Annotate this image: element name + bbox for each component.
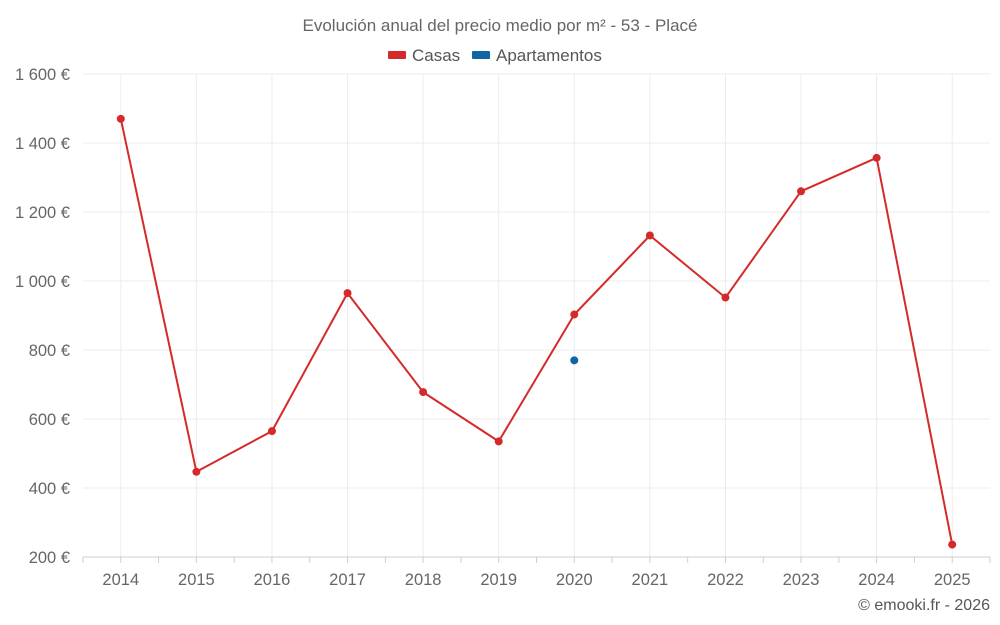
data-point-casas-2023 — [797, 187, 806, 196]
x-tick-label: 2018 — [405, 571, 442, 589]
data-point-casas-2018 — [419, 388, 428, 397]
y-tick-label: 1 400 € — [15, 135, 70, 153]
series — [116, 114, 957, 549]
x-tick-label: 2021 — [632, 571, 669, 589]
x-tick-label: 2017 — [329, 571, 366, 589]
data-point-casas-2020 — [570, 310, 579, 319]
legend-swatch-casas — [388, 51, 406, 59]
data-point-casas-2025 — [948, 540, 957, 549]
x-tick-label: 2020 — [556, 571, 593, 589]
credit-text: © emooki.fr - 2026 — [858, 597, 990, 614]
x-tick-label: 2016 — [254, 571, 291, 589]
y-tick-label: 400 € — [29, 480, 70, 498]
data-point-casas-2014 — [116, 114, 125, 123]
y-tick-label: 600 € — [29, 411, 70, 429]
data-point-casas-2017 — [343, 289, 352, 298]
y-tick-label: 1 200 € — [15, 204, 70, 222]
legend-swatch-apartamentos — [472, 51, 490, 59]
y-tick-label: 1 000 € — [15, 273, 70, 291]
x-tick-label: 2019 — [480, 571, 517, 589]
data-point-casas-2024 — [872, 153, 881, 162]
data-point-apartamentos-2020 — [570, 356, 579, 365]
x-tick-label: 2014 — [102, 571, 139, 589]
x-tick-label: 2022 — [707, 571, 744, 589]
data-point-casas-2019 — [494, 437, 503, 446]
legend-label-casas: Casas — [412, 46, 460, 65]
y-tick-label: 200 € — [29, 549, 70, 567]
y-tick-label: 1 600 € — [15, 66, 70, 84]
data-point-casas-2015 — [192, 467, 201, 476]
legend: Casas Apartamentos — [388, 46, 602, 65]
x-tick-label: 2023 — [783, 571, 820, 589]
axes: 200 € 400 € 600 € 800 € 1 000 € 1 200 € 1 400 … — [15, 66, 991, 589]
x-tick-label: 2015 — [178, 571, 215, 589]
legend-label-apartamentos: Apartamentos — [496, 46, 602, 65]
gridlines — [83, 73, 990, 557]
x-tick-label: 2024 — [858, 571, 895, 589]
data-point-casas-2016 — [267, 427, 276, 436]
data-point-casas-2022 — [721, 293, 730, 302]
y-tick-label: 800 € — [29, 342, 70, 360]
data-point-casas-2021 — [645, 231, 654, 240]
chart-title: Evolución anual del precio medio por m² … — [303, 16, 698, 35]
series-line-casas — [119, 118, 954, 545]
x-tick-label: 2025 — [934, 571, 971, 589]
